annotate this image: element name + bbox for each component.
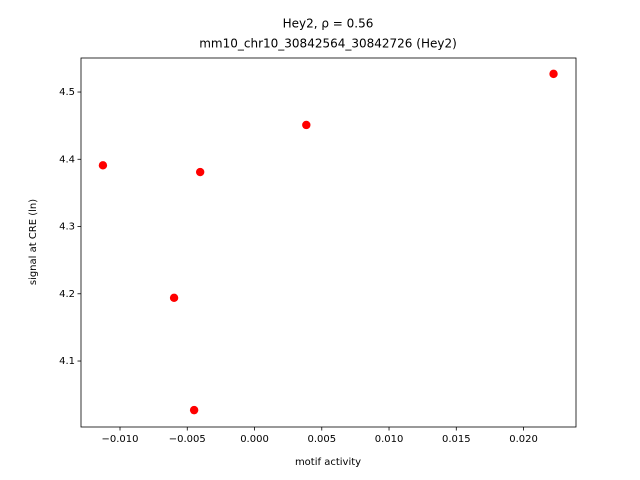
point xyxy=(549,69,558,79)
y-tick-label: 4.1 xyxy=(59,356,75,367)
chart-title: Hey2, ρ = 0.56 xyxy=(283,17,374,31)
chart-subtitle: mm10_chr10_30842564_30842726 (Hey2) xyxy=(199,37,457,51)
point xyxy=(169,293,179,303)
point xyxy=(195,167,205,177)
x-tick-label: −0.005 xyxy=(169,434,206,445)
x-tick-label: 0.010 xyxy=(375,434,404,445)
x-tick-label: 0.020 xyxy=(509,434,538,445)
y-tick-label: 4.3 xyxy=(59,222,75,233)
plot-frame xyxy=(80,57,577,428)
x-tick-label: 0.005 xyxy=(307,434,336,445)
y-tick-label: 4.2 xyxy=(59,289,75,300)
x-tick-label: 0.000 xyxy=(240,434,269,445)
y-tick-label: 4.4 xyxy=(59,154,75,165)
x-tick-label: 0.015 xyxy=(442,434,471,445)
point xyxy=(189,405,199,415)
point xyxy=(98,161,108,170)
point xyxy=(302,120,311,130)
y-axis-label: signal at CRE (ln) xyxy=(28,199,39,285)
x-axis-label: motif activity xyxy=(295,457,361,468)
y-tick-label: 4.5 xyxy=(59,87,75,98)
x-tick-label: −0.010 xyxy=(102,434,139,445)
